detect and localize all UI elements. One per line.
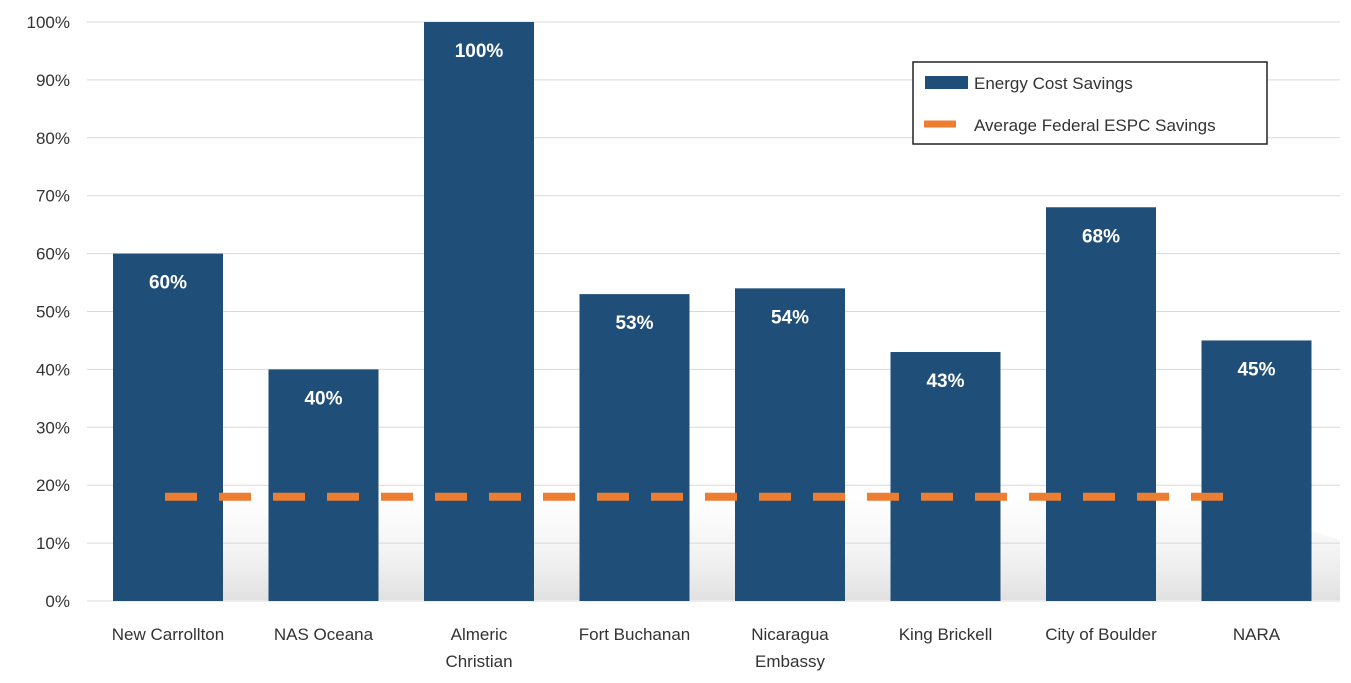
y-tick-label: 30% <box>36 418 70 437</box>
x-category-label: King Brickell <box>899 625 993 644</box>
x-axis-category-labels: New Carrollton NAS Oceana Almeric Christian… <box>112 625 1281 671</box>
bar <box>268 369 379 601</box>
legend-label-average-federal-espc-savings: Average Federal ESPC Savings <box>974 116 1216 135</box>
data-label: 40% <box>304 388 342 409</box>
y-tick-label: 90% <box>36 71 70 90</box>
x-category-label: City of Boulder <box>1045 625 1157 644</box>
y-tick-label: 100% <box>27 13 70 32</box>
data-label: 100% <box>455 41 504 62</box>
legend-swatch-energy-cost-savings <box>925 76 968 89</box>
bar <box>579 294 690 601</box>
legend-label-energy-cost-savings: Energy Cost Savings <box>974 74 1133 93</box>
bar <box>890 352 1001 601</box>
bar <box>424 22 534 601</box>
y-tick-label: 70% <box>36 187 70 206</box>
bar <box>1201 340 1312 601</box>
data-label: 43% <box>926 371 964 392</box>
bar <box>1046 207 1156 601</box>
data-label: 68% <box>1082 226 1120 247</box>
bar-series <box>113 22 1312 601</box>
x-category-label: NARA <box>1233 625 1281 644</box>
x-category-label: Nicaragua Embassy <box>751 625 829 671</box>
y-tick-label: 10% <box>36 534 70 553</box>
x-category-label: NAS Oceana <box>274 625 374 644</box>
y-tick-label: 60% <box>36 245 70 264</box>
bar <box>735 288 845 601</box>
y-tick-label: 20% <box>36 476 70 495</box>
data-labels: 60% 40% 100% 53% 54% 43% 68% 45% <box>149 41 1276 409</box>
y-axis-tick-labels: 0% 10% 20% 30% 40% 50% 60% 70% 80% 90% 100% <box>27 13 70 611</box>
y-tick-label: 80% <box>36 129 70 148</box>
x-category-label: New Carrollton <box>112 625 224 644</box>
data-label: 53% <box>615 313 653 334</box>
data-label: 54% <box>771 307 809 328</box>
x-category-label: Almeric Christian <box>445 625 512 671</box>
y-tick-label: 50% <box>36 303 70 322</box>
y-tick-label: 0% <box>45 592 70 611</box>
y-tick-label: 40% <box>36 360 70 379</box>
legend: Energy Cost Savings Average Federal ESPC… <box>912 61 1268 145</box>
x-category-label: Fort Buchanan <box>579 625 691 644</box>
bar <box>113 253 223 601</box>
data-label: 60% <box>149 273 187 294</box>
legend-box <box>912 61 1268 145</box>
data-label: 45% <box>1237 359 1275 380</box>
